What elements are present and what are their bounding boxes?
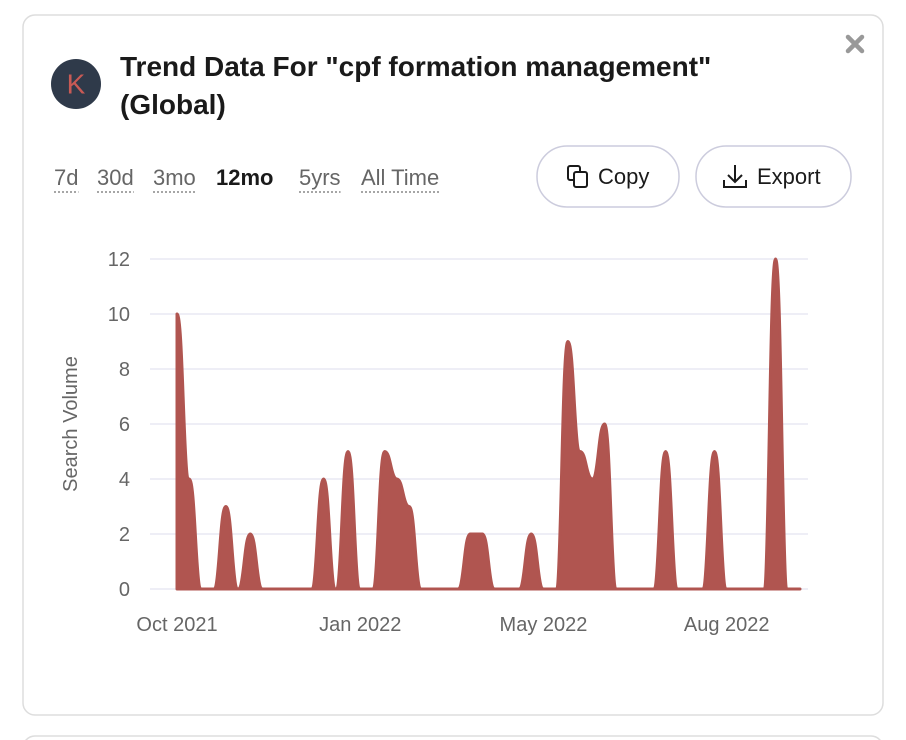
y-tick-label: 0 — [119, 579, 130, 601]
y-tick-label: 8 — [119, 359, 130, 381]
time-range-tab[interactable]: 12mo — [216, 165, 273, 190]
area — [175, 257, 802, 591]
y-axis-label: Search Volume — [60, 356, 82, 492]
x-tick-label: Jan 2022 — [319, 614, 401, 636]
x-tick-label: Oct 2021 — [136, 614, 217, 636]
x-tick-label: May 2022 — [500, 614, 588, 636]
logo — [51, 59, 101, 109]
export-label: Export — [757, 164, 821, 189]
y-tick-label: 6 — [119, 414, 130, 436]
time-range-tab[interactable]: 30d — [97, 165, 134, 190]
y-tick-label: 4 — [119, 469, 130, 491]
title: (Global) — [120, 89, 226, 120]
title: Trend Data For "cpf formation management… — [120, 51, 711, 82]
close-button[interactable] — [845, 34, 865, 54]
time-range-tab[interactable]: All Time — [361, 165, 439, 190]
y-tick-label: 10 — [108, 304, 130, 326]
x-tick-label: Aug 2022 — [684, 614, 770, 636]
time-range-tab[interactable]: 7d — [54, 165, 78, 190]
time-range-tab[interactable]: 5yrs — [299, 165, 341, 190]
copy-button[interactable]: Copy — [536, 145, 680, 208]
y-tick-label: 12 — [108, 249, 130, 271]
time-range-tab[interactable]: 3mo — [153, 165, 196, 190]
export-button[interactable]: Export — [695, 145, 852, 208]
y-tick-label: 2 — [119, 524, 130, 546]
copy-label: Copy — [598, 164, 649, 189]
logo-letter: K — [67, 68, 86, 99]
next-card — [25, 735, 881, 740]
card — [22, 14, 884, 716]
